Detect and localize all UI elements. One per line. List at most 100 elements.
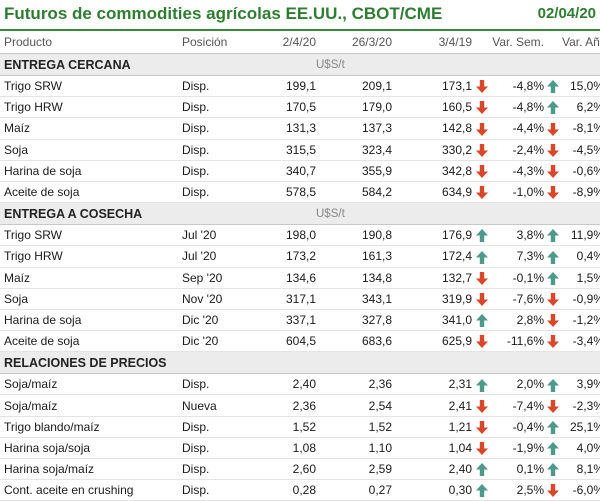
arrow-up-icon <box>476 314 488 328</box>
arrow-down-icon <box>476 399 488 413</box>
header-date-3: 3/4/19 <box>392 31 472 54</box>
arrow-up-icon <box>547 250 559 264</box>
var-ano-cell: -6,0% <box>562 479 600 501</box>
arrow-down-icon <box>476 271 488 285</box>
arrow-down-icon <box>547 165 559 178</box>
var-sem-cell: -4,4% <box>492 117 544 140</box>
arrow-up-icon <box>547 101 559 115</box>
var-ano-cell: 6,2% <box>562 96 600 119</box>
product-cell: Soja <box>0 139 182 161</box>
value-date-2: 2,54 <box>316 394 392 417</box>
value-date-2: 1,52 <box>316 416 392 438</box>
var-sem-cell: 2,0% <box>492 373 544 396</box>
var-ano-cell: -8,1% <box>562 117 600 140</box>
product-cell: Aceite de soja <box>0 330 182 353</box>
value-date-3: 625,9 <box>392 330 472 353</box>
value-date-2: 134,8 <box>316 267 392 289</box>
section-header-row: ENTREGA CERCANA U$S/t <box>0 53 600 76</box>
arrow-up-icon <box>547 420 559 434</box>
value-date-2: 137,3 <box>316 117 392 140</box>
section-title: ENTREGA CERCANA <box>0 53 316 76</box>
value-date-2: 343,1 <box>316 288 392 310</box>
arrow-up-icon <box>476 484 488 498</box>
value-date-3: 1,21 <box>392 416 472 438</box>
value-date-2: 2,59 <box>316 458 392 481</box>
var-sem-cell: 2,8% <box>492 309 544 332</box>
value-date-2: 584,2 <box>316 181 392 204</box>
arrow-down-icon <box>547 314 559 328</box>
value-date-2: 327,8 <box>316 309 392 332</box>
table-row: Aceite de soja Dic '20 604,5 683,6 625,9 -11,… <box>0 330 600 353</box>
value-date-1: 199,1 <box>256 75 316 98</box>
arrow-down-icon <box>547 122 559 136</box>
position-cell: Dic '20 <box>182 330 256 353</box>
position-cell: Disp. <box>182 416 256 438</box>
product-cell: Trigo HRW <box>0 245 182 268</box>
section-header-row: ENTREGA A COSECHA U$S/t <box>0 202 600 226</box>
value-date-1: 340,7 <box>256 160 316 182</box>
value-date-1: 315,5 <box>256 139 316 161</box>
arrow-up-icon <box>547 80 559 94</box>
value-date-1: 2,36 <box>256 394 316 417</box>
var-sem-cell: -4,8% <box>492 75 544 98</box>
table-row: Harina de soja Dic '20 337,1 327,8 341,0 2,8%… <box>0 309 600 332</box>
trend-cell <box>544 245 562 268</box>
product-cell: Maíz <box>0 267 182 289</box>
position-cell: Disp. <box>182 373 256 396</box>
table-row: Harina de soja Disp. 340,7 355,9 342,8 -4,3% -… <box>0 160 600 182</box>
table-row: Trigo blando/maíz Disp. 1,52 1,52 1,21 -0,4% 2… <box>0 416 600 438</box>
var-ano-cell: 15,0% <box>562 75 600 98</box>
product-cell: Aceite de soja <box>0 181 182 204</box>
position-cell: Disp. <box>182 117 256 140</box>
section-title: RELACIONES DE PRECIOS <box>0 351 316 375</box>
position-cell: Disp. <box>182 139 256 161</box>
arrow-down-icon <box>547 292 559 306</box>
value-date-1: 2,60 <box>256 458 316 481</box>
product-cell: Trigo blando/maíz <box>0 416 182 438</box>
var-sem-cell: -0,1% <box>492 267 544 289</box>
value-date-3: 132,7 <box>392 267 472 289</box>
product-cell: Harina de soja <box>0 309 182 332</box>
var-sem-cell: 0,1% <box>492 458 544 481</box>
var-sem-cell: -1,9% <box>492 437 544 460</box>
trend-cell <box>472 330 492 353</box>
page-title: Futuros de commodities agrícolas EE.UU.,… <box>4 4 443 23</box>
var-ano-cell: 25,1% <box>562 416 600 438</box>
arrow-down-icon <box>476 143 488 157</box>
arrow-down-icon <box>476 80 488 94</box>
var-ano-cell: 8,1% <box>562 458 600 481</box>
section-header-row: RELACIONES DE PRECIOS <box>0 351 600 375</box>
trend-cell <box>472 479 492 501</box>
var-sem-cell: -11,6% <box>492 330 544 353</box>
value-date-1: 1,08 <box>256 437 316 460</box>
product-cell: Harina soja/soja <box>0 437 182 460</box>
product-cell: Harina de soja <box>0 160 182 182</box>
value-date-2: 161,3 <box>316 245 392 268</box>
arrow-up-icon <box>476 378 488 392</box>
value-date-2: 355,9 <box>316 160 392 182</box>
product-cell: Trigo SRW <box>0 75 182 98</box>
trend-cell <box>544 309 562 332</box>
product-cell: Trigo HRW <box>0 96 182 119</box>
arrow-down-icon <box>547 143 559 157</box>
trend-cell <box>544 75 562 98</box>
position-cell: Disp. <box>182 75 256 98</box>
value-date-2: 683,6 <box>316 330 392 353</box>
value-date-3: 1,04 <box>392 437 472 460</box>
trend-cell <box>544 437 562 460</box>
arrow-up-icon <box>547 271 559 285</box>
trend-cell <box>472 394 492 417</box>
product-cell: Soja <box>0 288 182 310</box>
header-var-ano: Var. Año <box>562 31 600 54</box>
var-ano-cell: -2,3% <box>562 394 600 417</box>
header-posicion: Posición <box>182 31 256 54</box>
trend-cell <box>472 373 492 396</box>
value-date-1: 317,1 <box>256 288 316 310</box>
section-title: ENTREGA A COSECHA <box>0 202 316 226</box>
arrow-down-icon <box>547 484 559 498</box>
